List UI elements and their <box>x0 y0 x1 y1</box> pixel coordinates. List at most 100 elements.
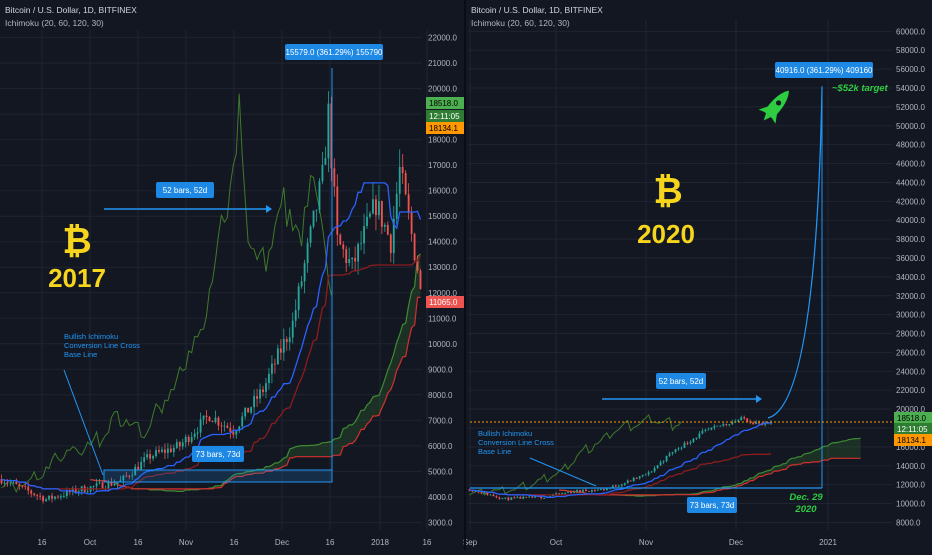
cloud-segment <box>412 287 415 328</box>
candle-body <box>642 475 644 476</box>
cloud-segment <box>846 440 849 459</box>
candle-body <box>399 167 401 194</box>
candle-body <box>271 364 273 374</box>
cloud-segment <box>798 457 801 464</box>
y-tick-label: 24000.0 <box>896 367 925 376</box>
y-tick-label: 52000.0 <box>896 103 925 112</box>
x-tick-label: 16 <box>326 538 335 547</box>
candle-body <box>591 490 593 492</box>
candle-body <box>507 498 509 500</box>
y-tick-label: 10000.0 <box>896 500 925 509</box>
candle-body <box>396 194 398 219</box>
bitcoin-icon: ₿ <box>62 220 91 261</box>
y-tick-label: 11000.0 <box>428 314 457 323</box>
candle-body <box>378 201 380 215</box>
y-tick-label: 34000.0 <box>896 273 925 282</box>
candle-body <box>164 450 166 453</box>
candle-body <box>510 497 512 499</box>
cloud-segment <box>308 445 311 456</box>
cloud-segment <box>849 439 852 458</box>
candle-body <box>695 438 697 439</box>
cloud-segment <box>275 463 278 469</box>
cloud-segment <box>373 396 376 416</box>
candle-body <box>384 225 386 227</box>
candle-body <box>143 457 145 461</box>
candle-body <box>525 497 527 498</box>
candle-body <box>223 426 225 427</box>
candle-body <box>327 104 329 159</box>
measure-top-label: 40916.0 (361.29%) 409160 <box>776 66 874 75</box>
candle-body <box>57 497 59 498</box>
candle-body <box>585 490 587 491</box>
candle-body <box>558 493 560 494</box>
y-tick-label: 46000.0 <box>896 160 925 169</box>
candle-body <box>381 201 383 227</box>
cloud-segment <box>367 402 370 424</box>
price-badge-label: 12:11:05 <box>429 112 460 121</box>
date-label: Dec. 29 <box>789 492 823 503</box>
candle-body <box>313 210 315 226</box>
candle-body <box>45 499 47 501</box>
candle-body <box>648 472 650 474</box>
candle-body <box>322 165 324 181</box>
y-tick-label: 50000.0 <box>896 122 925 131</box>
candle-body <box>54 497 56 499</box>
cloud-segment <box>816 449 819 462</box>
y-tick-label: 44000.0 <box>896 178 925 187</box>
candle-body <box>657 465 659 468</box>
y-tick-label: 30000.0 <box>896 311 925 320</box>
candle-body <box>501 498 503 499</box>
y-tick-label: 60000.0 <box>896 27 925 36</box>
candle-body <box>18 484 20 486</box>
candle-body <box>63 496 65 497</box>
cloud-segment <box>349 425 352 444</box>
y-tick-label: 40000.0 <box>896 216 925 225</box>
candle-body <box>146 454 148 457</box>
y-tick-label: 54000.0 <box>896 84 925 93</box>
candle-body <box>280 348 282 352</box>
y-tick-label: 22000.0 <box>428 34 457 43</box>
candle-body <box>618 486 620 487</box>
candle-body <box>194 434 196 437</box>
x-tick-label: Nov <box>179 538 193 547</box>
candle-body <box>669 454 671 456</box>
candle-body <box>615 486 617 487</box>
candle-body <box>212 421 214 422</box>
measure-mid-label: 52 bars, 52d <box>163 186 207 195</box>
candle-body <box>481 492 483 493</box>
candle-body <box>743 417 745 418</box>
candle-body <box>630 481 632 482</box>
candle-body <box>597 490 599 491</box>
candle-body <box>672 452 674 453</box>
candle-body <box>681 448 683 449</box>
cloud-segment <box>319 443 322 457</box>
candle-body <box>660 462 662 465</box>
candle-body <box>108 482 110 489</box>
candle-body <box>417 260 419 270</box>
x-tick-label: Oct <box>550 538 563 547</box>
y-tick-label: 18000.0 <box>428 136 457 145</box>
y-tick-label: 13000.0 <box>428 263 457 272</box>
cloud-segment <box>403 323 406 357</box>
candle-body <box>158 450 160 452</box>
candle-body <box>9 483 11 484</box>
y-tick-label: 6000.0 <box>428 442 453 451</box>
cloud-segment <box>305 446 308 457</box>
candle-body <box>345 249 347 263</box>
cloud-segment <box>302 446 305 457</box>
candle-body <box>206 416 208 417</box>
measure-mid-label: 52 bars, 52d <box>659 377 703 386</box>
year-label: 2020 <box>637 219 695 249</box>
candle-body <box>155 450 157 456</box>
candle-body <box>408 194 410 213</box>
candle-body <box>4 483 6 484</box>
cloud-segment <box>314 445 317 457</box>
candle-body <box>268 374 270 383</box>
candle-body <box>366 217 368 226</box>
candle-body <box>663 461 665 462</box>
candle-body <box>348 259 350 263</box>
y-tick-label: 10000.0 <box>428 340 457 349</box>
candle-body <box>99 482 101 483</box>
candle-body <box>519 497 521 499</box>
candle-body <box>719 426 721 427</box>
